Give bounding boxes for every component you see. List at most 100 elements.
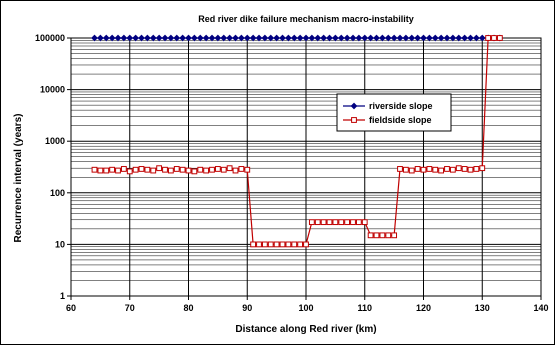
y-tick-label: 10 [55, 239, 65, 249]
legend-entry: fieldside slope [343, 115, 432, 125]
series-fieldside-slope [91, 35, 503, 248]
data-point [443, 34, 451, 42]
x-tick-label: 60 [66, 303, 76, 313]
x-tick-label: 130 [475, 303, 490, 313]
data-point [308, 219, 315, 226]
data-point [191, 168, 198, 175]
axis-ticks: 60 70 80 90 100 110 120 130 14011010010001000010… [35, 33, 549, 313]
data-point [162, 166, 168, 173]
data-point [214, 166, 221, 172]
series-layer [91, 34, 504, 248]
data-point [461, 166, 468, 172]
chart-title: Red river dike failure mechanism macro-i… [198, 14, 414, 24]
y-tick-label: 1000 [45, 136, 65, 146]
data-point [467, 166, 474, 173]
data-point [202, 34, 210, 42]
data-point [485, 35, 492, 41]
data-point [226, 34, 233, 42]
data-point [173, 166, 180, 172]
data-point [196, 34, 204, 42]
x-axis-label: Distance along Red river (km) [235, 324, 376, 335]
data-point [144, 34, 151, 42]
data-point [367, 34, 374, 42]
data-point [373, 232, 380, 239]
x-tick-label: 90 [242, 303, 252, 313]
data-point [402, 34, 410, 42]
data-point [343, 34, 351, 42]
data-point [249, 34, 257, 42]
data-point [420, 34, 427, 42]
data-point [361, 34, 369, 42]
data-point [138, 166, 145, 172]
data-point [109, 166, 116, 173]
data-point [432, 166, 439, 173]
legend: riverside slope fieldside slope [336, 93, 452, 132]
data-point [444, 166, 450, 172]
data-point [290, 34, 298, 42]
data-point [326, 219, 333, 226]
data-point [155, 34, 163, 42]
data-point [279, 34, 286, 42]
x-tick-label: 140 [533, 303, 548, 313]
y-tick-label: 100000 [35, 33, 65, 43]
y-tick-label: 1 [60, 291, 65, 301]
data-point [256, 241, 262, 248]
chart: Red river dike failure mechanism macro-i… [13, 14, 549, 335]
data-point [261, 34, 269, 42]
x-tick-label: 100 [298, 303, 313, 313]
data-point [91, 34, 98, 42]
data-point [226, 165, 233, 172]
x-tick-label: 80 [183, 303, 193, 313]
x-tick-label: 70 [125, 303, 135, 313]
data-point [338, 219, 345, 226]
data-point [214, 34, 222, 42]
y-axis-label: Recurrence interval (years) [13, 114, 24, 243]
data-point [367, 232, 374, 239]
data-point [455, 165, 462, 172]
data-point [337, 34, 345, 42]
x-tick-label: 110 [357, 303, 372, 313]
data-point [408, 167, 415, 174]
legend-label: riverside slope [369, 101, 433, 111]
data-point [373, 34, 380, 42]
x-tick-label: 120 [416, 303, 431, 313]
data-point [120, 34, 128, 42]
data-point [273, 241, 280, 248]
data-point [132, 166, 139, 173]
data-point [173, 34, 181, 42]
data-point [102, 34, 110, 42]
data-point [461, 34, 468, 42]
data-point [478, 34, 486, 42]
data-point [296, 34, 304, 42]
data-point [273, 34, 280, 42]
legend-box [336, 93, 452, 132]
y-tick-label: 100 [50, 188, 65, 198]
data-point [449, 34, 457, 42]
data-point [156, 165, 163, 172]
data-point [285, 34, 292, 42]
data-point [384, 34, 392, 42]
data-point [232, 34, 239, 42]
data-point [185, 34, 192, 42]
data-point [355, 34, 363, 42]
data-point [355, 219, 362, 226]
data-point [303, 241, 309, 248]
data-point [437, 34, 445, 42]
data-point [97, 167, 104, 174]
data-point [414, 166, 421, 172]
data-point [232, 167, 239, 174]
series-riverside-slope [91, 34, 504, 42]
data-point [379, 232, 386, 239]
data-point [108, 34, 116, 42]
data-point [279, 241, 286, 248]
data-point [332, 34, 339, 42]
data-point [408, 34, 416, 42]
data-point [97, 34, 104, 42]
data-point [302, 34, 310, 42]
data-point [320, 219, 327, 226]
data-point [344, 219, 351, 226]
data-point [114, 34, 122, 42]
data-point [179, 34, 186, 42]
data-point [467, 34, 474, 42]
data-point [103, 167, 110, 174]
